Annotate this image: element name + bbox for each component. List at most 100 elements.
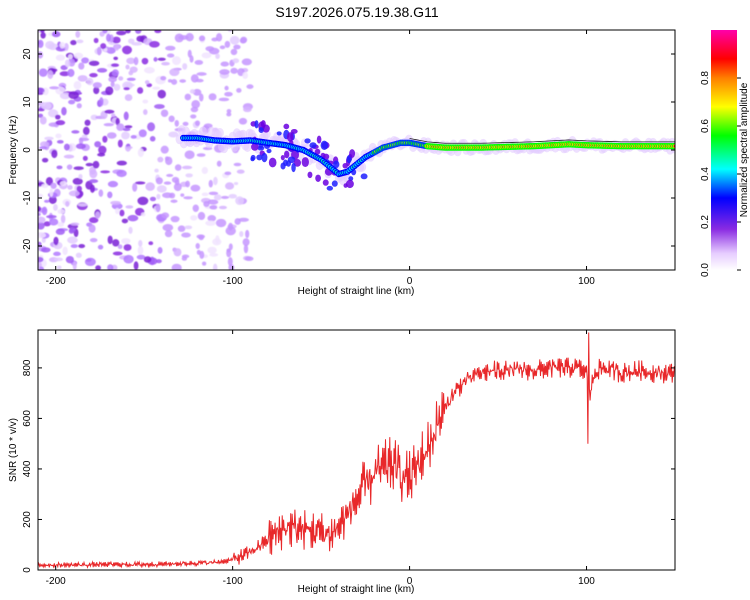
heatmap-noise-blob <box>90 114 98 121</box>
heatmap-ridge-blob <box>301 157 309 168</box>
heatmap-noise-blob <box>51 149 58 159</box>
heatmap-noise-blob <box>89 169 98 179</box>
heatmap-noise-blob <box>182 121 189 126</box>
heatmap-noise-blob <box>236 169 245 174</box>
heatmap-ridge <box>175 120 675 191</box>
heatmap-noise-blob <box>92 82 102 89</box>
heatmap-noise-blob <box>241 58 252 66</box>
heatmap-xtick-label: -100 <box>223 276 243 287</box>
snr-xlabel: Height of straight line (km) <box>298 584 415 595</box>
heatmap-noise-blob <box>190 215 198 221</box>
heatmap-noise-blob <box>78 137 90 142</box>
heatmap-noise-blob <box>85 162 94 167</box>
heatmap-noise-blob <box>244 256 254 262</box>
heatmap-noise-blob <box>131 41 143 46</box>
heatmap-noise-blob <box>55 120 66 126</box>
snr-ytick-label: 200 <box>22 511 33 528</box>
heatmap-noise-blob <box>56 165 63 170</box>
heatmap-noise-blob <box>64 59 71 68</box>
heatmap-noise-blob <box>242 71 249 80</box>
heatmap-noise-blob <box>207 215 217 222</box>
heatmap-ridge-blob <box>345 179 354 189</box>
heatmap-noise-blob <box>225 182 235 190</box>
heatmap-ridge-blob <box>258 127 264 134</box>
heatmap-noise-blob <box>73 166 84 171</box>
heatmap-noise-blob <box>171 79 178 85</box>
heatmap-noise-blob <box>76 103 82 109</box>
heatmap-noise-blob <box>213 176 218 186</box>
heatmap-noise-blob <box>45 176 53 186</box>
heatmap-noise-blob <box>41 101 52 110</box>
heatmap-noise-blob <box>165 156 173 166</box>
heatmap-noise-blob <box>38 68 48 77</box>
heatmap-noise-blob <box>123 111 129 121</box>
heatmap-noise-blob <box>161 212 170 219</box>
heatmap-noise-blob <box>107 235 113 245</box>
heatmap-noise-blob <box>141 57 149 65</box>
heatmap-noise-blob <box>75 143 86 150</box>
heatmap-noise-blob <box>220 61 230 67</box>
heatmap-ridge-blob <box>290 129 298 134</box>
heatmap-noise-blob <box>201 52 212 59</box>
heatmap-noise-blob <box>195 242 200 250</box>
heatmap-noise-blob <box>121 218 129 224</box>
heatmap-noise-blob <box>224 85 229 91</box>
heatmap-noise-blob <box>157 246 163 254</box>
heatmap-noise-blob <box>174 164 182 171</box>
heatmap-noise-blob <box>164 230 173 238</box>
heatmap-noise-blob <box>209 205 218 210</box>
heatmap-noise-blob <box>121 238 131 245</box>
heatmap-noise-blob <box>67 68 75 77</box>
heatmap-noise-blob <box>50 182 57 189</box>
heatmap-noise-blob <box>219 69 230 75</box>
heatmap-noise-blob <box>38 216 46 224</box>
heatmap-noise-blob <box>121 131 130 140</box>
snr-ytick-label: 800 <box>22 359 33 376</box>
heatmap-noise-blob <box>154 104 165 109</box>
heatmap-noise-blob <box>122 127 131 132</box>
heatmap-noise-blob <box>226 248 231 253</box>
heatmap-noise-blob <box>185 180 190 188</box>
heatmap-noise-blob <box>148 241 154 246</box>
heatmap-noise-blob <box>134 30 142 34</box>
heatmap-noise-blob <box>94 141 102 148</box>
heatmap-noise-blob <box>59 92 71 100</box>
heatmap-noise-blob <box>55 54 66 61</box>
heatmap-noise-blob <box>153 57 158 62</box>
heatmap-noise-blob <box>224 171 232 176</box>
heatmap-noise-blob <box>114 44 120 51</box>
heatmap-noise-blob <box>228 243 233 251</box>
heatmap-noise-blob <box>124 125 133 129</box>
heatmap-noise-blob <box>88 60 100 66</box>
heatmap-ridge-blob <box>349 149 356 158</box>
heatmap-ridge-blob <box>266 148 272 154</box>
heatmap-noise-blob <box>196 234 206 239</box>
heatmap-x-axis: -200 -100 0 100 <box>46 30 595 287</box>
heatmap-noise-blob <box>88 224 96 233</box>
heatmap-noise-blob <box>201 261 207 266</box>
heatmap-noise-blob <box>110 81 115 88</box>
heatmap-noise-blob <box>96 46 102 56</box>
heatmap-noise-blob <box>136 35 145 42</box>
heatmap-noise-blob <box>174 119 179 127</box>
heatmap-noise-blob <box>190 74 199 83</box>
heatmap-noise-blob <box>168 131 179 138</box>
heatmap-noise-blob <box>138 239 143 247</box>
heatmap-noise-blob <box>97 244 104 250</box>
heatmap-ridge-blob <box>322 179 329 186</box>
heatmap-noise-blob <box>166 53 175 58</box>
heatmap-noise-blob <box>183 196 193 200</box>
heatmap-noise-blob <box>196 153 206 157</box>
heatmap-noise-blob <box>182 63 188 70</box>
heatmap-noise-blob <box>77 75 88 82</box>
heatmap-noise-blob <box>72 261 77 270</box>
heatmap-noise-blob <box>53 203 58 211</box>
heatmap-noise-blob <box>72 177 83 185</box>
heatmap-noise-blob <box>38 113 44 118</box>
heatmap-noise-blob <box>173 182 182 192</box>
heatmap-ridge-blob <box>280 162 286 170</box>
colorbar-tick-label: 0.0 <box>700 263 711 277</box>
heatmap-noise-blob <box>199 250 205 259</box>
heatmap-noise-blob <box>38 232 46 239</box>
